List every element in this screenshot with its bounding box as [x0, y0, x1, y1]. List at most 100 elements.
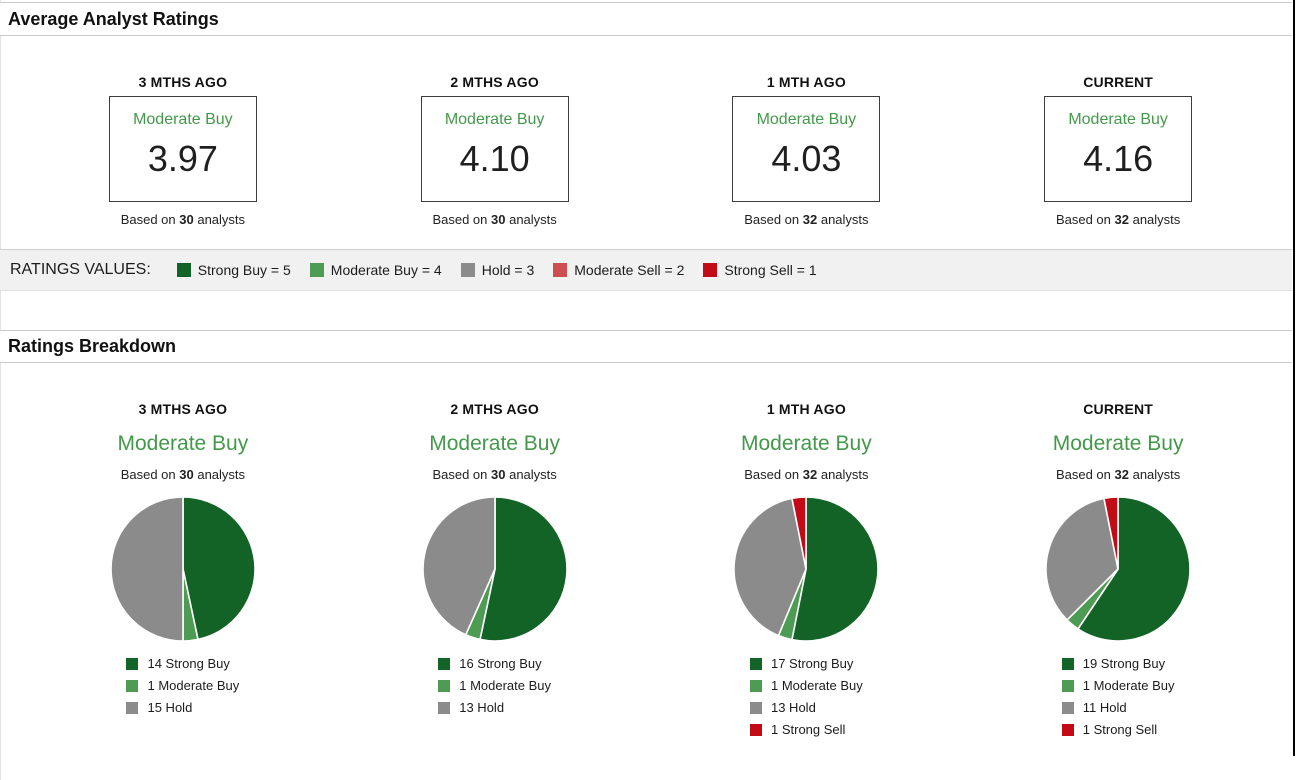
pie-legend: 14 Strong Buy 1 Moderate Buy 15 Hold [126, 656, 239, 722]
strong-sell-swatch [749, 723, 762, 736]
pie-legend-row: 17 Strong Buy [749, 656, 863, 671]
pie-legend-text: 1 Moderate Buy [770, 678, 863, 693]
consensus-rating-label: Moderate Buy [444, 111, 545, 128]
consensus-rating-label: Moderate Buy [756, 111, 857, 128]
pie-legend-row: 1 Moderate Buy [749, 678, 863, 693]
analyst-count: 32 [802, 467, 818, 482]
consensus-rating-label: Moderate Buy [133, 111, 233, 128]
ratings-breakdown-header: Ratings Breakdown [0, 330, 1292, 363]
hold-swatch [749, 701, 762, 714]
pie-chart [651, 495, 963, 643]
hold-swatch [126, 701, 139, 714]
analyst-count: 30 [179, 467, 194, 482]
consensus-rating-label: Moderate Buy [117, 432, 249, 455]
pie-chart [339, 495, 651, 643]
consensus-rating-label: Moderate Buy [429, 432, 560, 455]
analyst-count-note: Based on 30 analysts [432, 467, 557, 482]
avg-rating-column: 3 MTHS AGO Moderate Buy 3.97 Based on 30… [27, 37, 339, 227]
ratings-values-legend: Strong Buy = 5 Moderate Buy = 4 Hold = 3… [176, 262, 817, 278]
pie-legend-row: 13 Hold [438, 700, 551, 715]
period-label: CURRENT [1083, 401, 1154, 417]
pie-slice-strong-buy [791, 496, 880, 642]
pie-legend-text: 11 Hold [1082, 700, 1127, 715]
pie-chart-svg [110, 496, 256, 642]
moderate-buy-swatch [126, 679, 139, 692]
strong-buy-swatch [438, 657, 451, 670]
analyst-count-note: Based on 32 analysts [744, 467, 869, 482]
analyst-count-note: Based on 32 analysts [744, 212, 869, 227]
period-label: 2 MTHS AGO [450, 74, 539, 90]
pie-legend-text: 15 Hold [147, 700, 193, 715]
analyst-count-note: Based on 32 analysts [1055, 212, 1181, 227]
consensus-rating-label: Moderate Buy [1068, 111, 1168, 128]
rating-value: 4.03 [771, 138, 842, 179]
pie-legend: 19 Strong Buy 1 Moderate Buy 11 Hold 1 Stro… [1061, 656, 1175, 744]
pie-slice-strong-sell [791, 496, 808, 570]
hold-swatch [1061, 701, 1074, 714]
pie-legend-text: 1 Strong Sell [1082, 722, 1158, 737]
avg-rating-column: 1 MTH AGO Moderate Buy 4.03 Based on 32 … [651, 37, 963, 227]
analyst-count-note: Based on 30 analysts [120, 212, 246, 227]
hold-swatch [460, 263, 475, 277]
pie-legend-row: 11 Hold [1061, 700, 1175, 715]
legend-item-hold: Hold = 3 [460, 262, 534, 278]
breakdown-column: 3 MTHS AGO Moderate Buy Based on 30 anal… [27, 364, 339, 744]
rating-value: 4.10 [459, 138, 530, 179]
pie-legend-text: 19 Strong Buy [1082, 656, 1166, 671]
period-label: 3 MTHS AGO [138, 401, 228, 417]
moderate-buy-swatch [1061, 679, 1074, 692]
strong-sell-swatch [703, 263, 718, 277]
strong-buy-swatch [749, 657, 762, 670]
pie-legend-row: 1 Strong Sell [1061, 722, 1175, 737]
period-label: CURRENT [1083, 74, 1154, 90]
moderate-buy-swatch [749, 679, 762, 692]
pie-slice-hold [110, 496, 184, 642]
legend-item-moderate-buy: Moderate Buy = 4 [309, 262, 442, 278]
rating-box: Moderate Buy 3.97 [108, 96, 257, 202]
consensus-rating-label: Moderate Buy [1052, 432, 1184, 455]
period-label: 3 MTHS AGO [138, 74, 228, 90]
rating-box: Moderate Buy 4.16 [1044, 96, 1193, 202]
rating-box: Moderate Buy 4.03 [732, 96, 881, 202]
pie-legend-text: 16 Strong Buy [459, 656, 542, 671]
analyst-count: 30 [179, 212, 194, 227]
rating-value: 3.97 [147, 138, 218, 179]
breakdown-column: CURRENT Moderate Buy Based on 32 analyst… [962, 364, 1274, 744]
strong-buy-swatch [176, 263, 191, 277]
moderate-sell-swatch [553, 263, 568, 277]
hold-swatch [438, 701, 451, 714]
pie-legend-text: 17 Strong Buy [770, 656, 854, 671]
analyst-count-note: Based on 32 analysts [1055, 467, 1181, 482]
breakdown-column: 1 MTH AGO Moderate Buy Based on 32 analy… [651, 364, 963, 744]
analyst-count: 32 [1114, 467, 1129, 482]
pie-legend-row: 1 Moderate Buy [1061, 678, 1175, 693]
pie-legend-text: 13 Hold [459, 700, 505, 715]
average-ratings-row: 3 MTHS AGO Moderate Buy 3.97 Based on 30… [27, 37, 1274, 227]
pie-legend: 16 Strong Buy 1 Moderate Buy 13 Hold [438, 656, 551, 722]
pie-legend-text: 13 Hold [770, 700, 816, 715]
analyst-count: 32 [802, 212, 818, 227]
period-label: 1 MTH AGO [766, 74, 846, 90]
pie-legend-row: 1 Moderate Buy [438, 678, 551, 693]
average-ratings-title: Average Analyst Ratings [8, 9, 219, 29]
right-edge-divider [1293, 0, 1295, 756]
ratings-breakdown-row: 3 MTHS AGO Moderate Buy Based on 30 anal… [27, 364, 1274, 744]
average-ratings-header: Average Analyst Ratings [0, 2, 1292, 36]
pie-legend-row: 13 Hold [749, 700, 863, 715]
moderate-buy-swatch [438, 679, 451, 692]
pie-legend-text: 1 Moderate Buy [147, 678, 240, 693]
legend-item-moderate-sell: Moderate Sell = 2 [553, 262, 684, 278]
avg-rating-column: CURRENT Moderate Buy 4.16 Based on 32 an… [962, 37, 1274, 227]
breakdown-column: 2 MTHS AGO Moderate Buy Based on 30 anal… [339, 364, 651, 744]
strong-buy-swatch [126, 657, 139, 670]
pie-legend-text: 14 Strong Buy [147, 656, 230, 671]
moderate-buy-swatch [309, 263, 324, 277]
pie-legend-row: 1 Moderate Buy [126, 678, 239, 693]
pie-legend-row: 16 Strong Buy [438, 656, 551, 671]
avg-rating-column: 2 MTHS AGO Moderate Buy 4.10 Based on 30… [339, 37, 651, 227]
analyst-count: 32 [1114, 212, 1129, 227]
strong-buy-swatch [1061, 657, 1074, 670]
pie-slice-strong-buy [182, 496, 256, 641]
pie-chart-svg [421, 496, 568, 642]
